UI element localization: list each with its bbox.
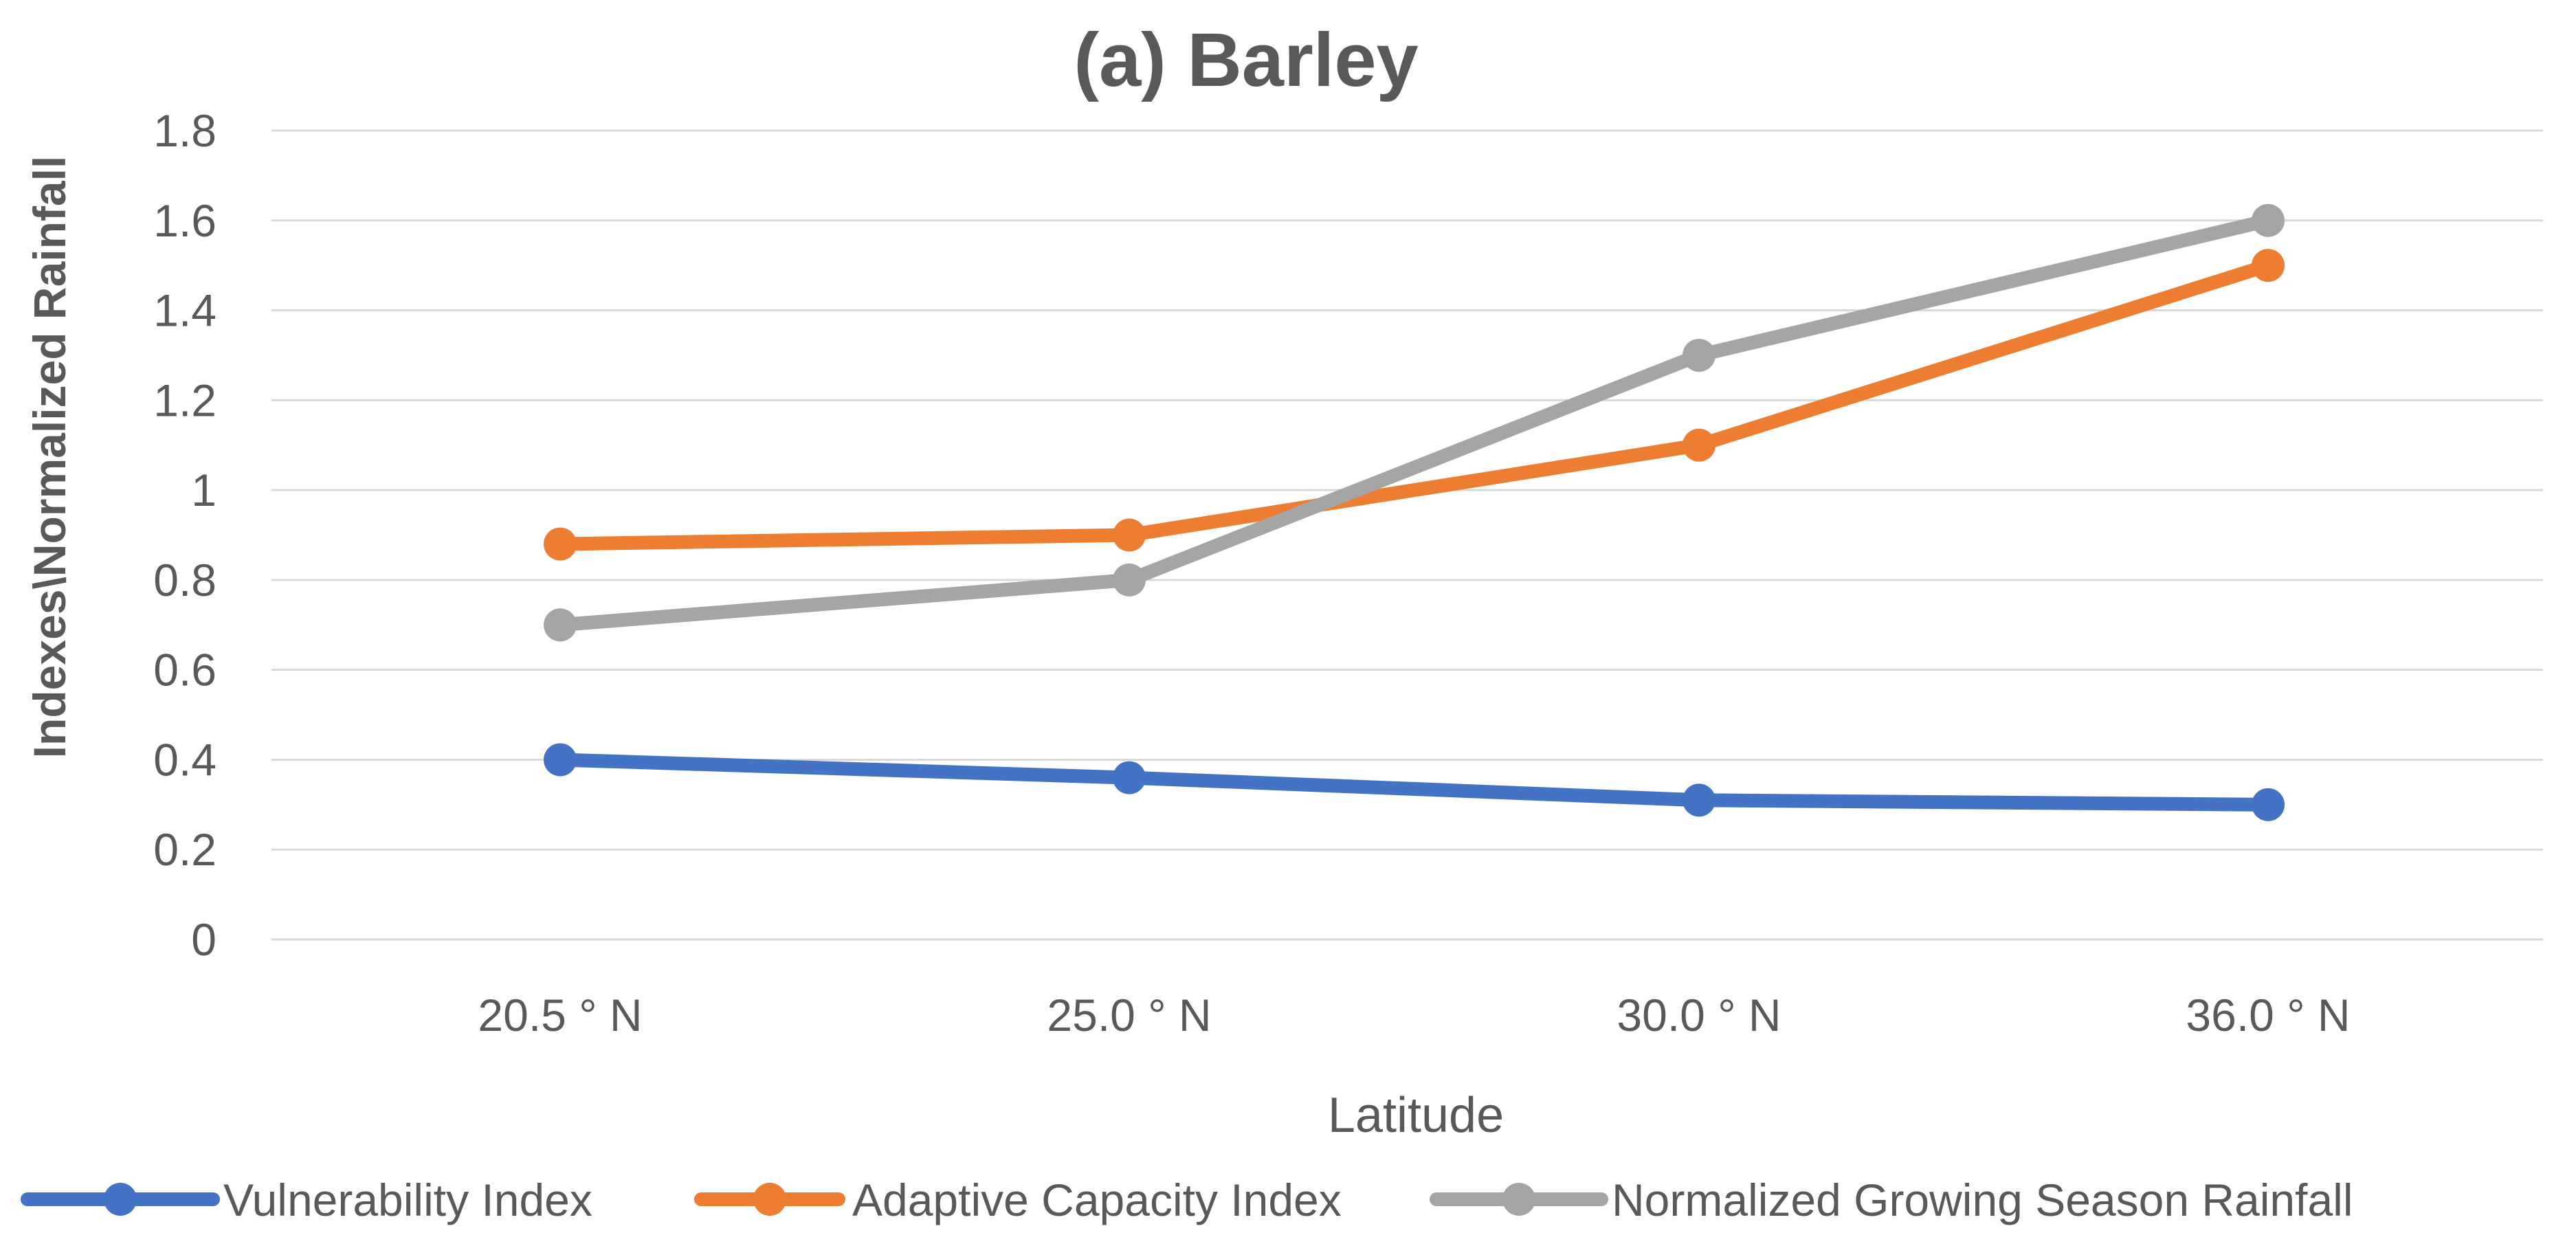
gridlines <box>271 129 2543 941</box>
legend-marker <box>1502 1183 1535 1216</box>
data-point <box>544 527 577 561</box>
series-vulnerability-index <box>544 743 2285 821</box>
series-normalized-growing-season-rainfall <box>544 203 2285 642</box>
legend-item: Normalized Growing Season Rainfall <box>1430 1175 2353 1225</box>
legend-label: Normalized Growing Season Rainfall <box>1612 1175 2353 1225</box>
series-lines <box>544 203 2285 821</box>
x-tick-label: 36.0 ° N <box>2186 990 2350 1041</box>
y-tick-label: 0.2 <box>153 824 216 875</box>
data-point <box>1683 428 1716 462</box>
legend-marker <box>104 1183 137 1216</box>
x-tick-label: 25.0 ° N <box>1047 990 1211 1041</box>
legend-label: Adaptive Capacity Index <box>852 1175 1342 1225</box>
data-point <box>544 608 577 642</box>
legend-item: Adaptive Capacity Index <box>694 1175 1342 1225</box>
data-point <box>2252 249 2285 282</box>
y-tick-label: 1.2 <box>153 375 216 425</box>
y-tick-label: 0.6 <box>153 645 216 696</box>
data-point <box>1113 563 1146 597</box>
x-axis-ticks: 20.5 ° N 25.0 ° N 30.0 ° N 36.0 ° N <box>478 990 2350 1041</box>
data-point <box>1683 338 1716 372</box>
y-tick-label: 1.6 <box>153 195 216 246</box>
chart-title: (a) Barley <box>1074 18 1418 102</box>
series-adaptive-capacity-index <box>544 249 2285 561</box>
x-tick-label: 30.0 ° N <box>1617 990 1781 1041</box>
y-tick-label: 0.4 <box>153 734 216 785</box>
x-axis-title: Latitude <box>1328 1088 1504 1143</box>
y-tick-label: 1 <box>191 465 216 515</box>
y-axis-ticks: 0 0.2 0.4 0.6 0.8 1 1.2 1.4 1.6 1.8 <box>153 105 216 965</box>
legend-marker <box>753 1183 786 1216</box>
series-line <box>553 753 2275 812</box>
data-point <box>1113 761 1146 794</box>
series-line <box>553 258 2275 551</box>
series-line <box>553 213 2275 632</box>
data-point <box>1683 783 1716 817</box>
y-tick-label: 0 <box>191 914 216 965</box>
legend: Vulnerability Index Adaptive Capacity Ind… <box>21 1175 2353 1225</box>
legend-label: Vulnerability Index <box>223 1175 592 1225</box>
y-tick-label: 0.8 <box>153 555 216 605</box>
data-point <box>2252 203 2285 237</box>
data-point <box>544 743 577 777</box>
y-tick-label: 1.4 <box>153 285 216 336</box>
y-axis-title: Indexes\Normalized Rainfall <box>24 156 75 759</box>
legend-item: Vulnerability Index <box>21 1175 592 1225</box>
x-tick-label: 20.5 ° N <box>478 990 642 1041</box>
data-point <box>1113 518 1146 552</box>
data-point <box>2252 788 2285 821</box>
y-tick-label: 1.8 <box>153 105 216 156</box>
